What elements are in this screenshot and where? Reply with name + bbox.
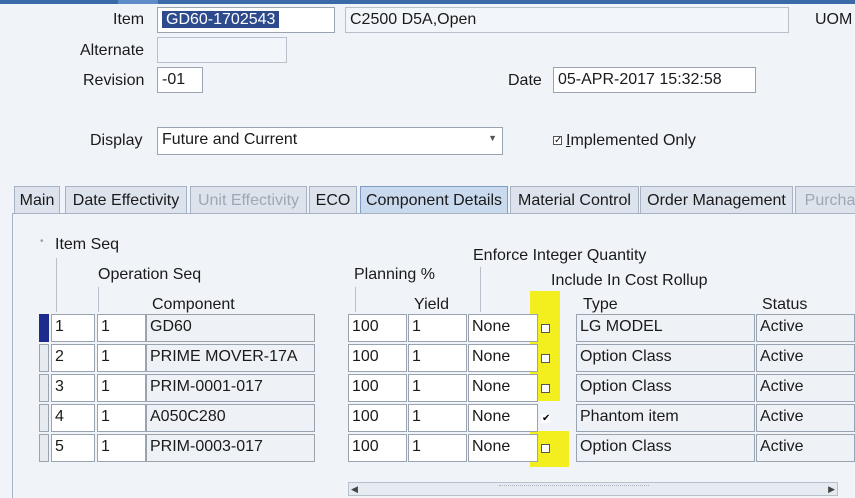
revision-field[interactable]: -01 — [157, 67, 203, 93]
enforce-integer-cell[interactable]: None — [468, 404, 538, 432]
item-seq-cell[interactable]: 3 — [51, 374, 95, 402]
operation-seq-cell[interactable]: 1 — [97, 344, 146, 372]
header-component: Component — [152, 296, 235, 313]
item-value: GD60-1702543 — [162, 11, 280, 28]
yield-cell[interactable]: 1 — [408, 314, 467, 342]
header-type: Type — [583, 296, 618, 313]
enforce-integer-cell[interactable]: None — [468, 374, 538, 402]
scrollbar-thumb[interactable] — [499, 485, 649, 494]
component-cell[interactable]: GD60 — [146, 314, 315, 342]
component-cell[interactable]: PRIME MOVER-17A — [146, 344, 315, 372]
implemented-only-checkbox[interactable]: ✓ — [553, 135, 563, 146]
tab-date-effectivity[interactable]: Date Effectivity — [65, 186, 187, 214]
row-indicator[interactable] — [39, 374, 49, 402]
type-cell[interactable]: Phantom item — [576, 404, 755, 432]
cost-rollup-checkbox[interactable] — [541, 324, 550, 333]
header-planning-pct: Planning % — [354, 266, 435, 283]
planning-pct-cell[interactable]: 100 — [348, 404, 407, 432]
tab-material-control[interactable]: Material Control — [510, 186, 639, 214]
row-indicator[interactable] — [39, 404, 49, 432]
display-label: Display — [90, 132, 143, 149]
header-yield: Yield — [414, 296, 449, 313]
status-cell[interactable]: Active — [756, 434, 855, 462]
display-select[interactable]: Future and Current ▼ — [157, 127, 503, 155]
tab-order-management[interactable]: Order Management — [640, 186, 793, 214]
planning-pct-cell[interactable]: 100 — [348, 344, 407, 372]
item-seq-cell[interactable]: 4 — [51, 404, 95, 432]
type-cell[interactable]: Option Class — [576, 374, 755, 402]
cost-rollup-checkbox[interactable] — [541, 444, 550, 453]
check-icon: ✓ — [554, 135, 563, 146]
yield-cell[interactable]: 1 — [408, 404, 467, 432]
header-bracket-line — [355, 287, 356, 312]
tab-main[interactable]: Main — [14, 186, 60, 214]
yield-cell[interactable]: 1 — [408, 344, 467, 372]
tab-purcha: Purcha — [795, 186, 855, 214]
uom-label: UOM — [815, 11, 853, 28]
type-cell[interactable]: LG MODEL — [576, 314, 755, 342]
cost-rollup-checkbox[interactable]: ✔ — [541, 413, 551, 424]
scroll-right-icon[interactable]: ▶ — [828, 484, 835, 494]
header-enforce-integer-quantity: Enforce Integer Quantity — [473, 247, 647, 264]
item-seq-cell[interactable]: 1 — [51, 314, 95, 342]
enforce-integer-cell[interactable]: None — [468, 434, 538, 462]
operation-seq-cell[interactable]: 1 — [97, 374, 146, 402]
enforce-integer-cell[interactable]: None — [468, 314, 538, 342]
header-item-seq: Item Seq — [55, 236, 120, 253]
header-status: Status — [762, 296, 808, 313]
date-label: Date — [508, 72, 542, 89]
item-seq-cell[interactable]: 5 — [51, 434, 95, 462]
cost-rollup-checkbox[interactable] — [541, 384, 550, 393]
tab-eco[interactable]: ECO — [309, 186, 357, 214]
status-cell[interactable]: Active — [756, 314, 855, 342]
type-cell[interactable]: Option Class — [576, 344, 755, 372]
header-bracket-line — [56, 258, 57, 312]
alternate-field[interactable] — [157, 37, 287, 63]
planning-pct-cell[interactable]: 100 — [348, 314, 407, 342]
component-cell[interactable]: PRIM-0003-017 — [146, 434, 315, 462]
item-field[interactable]: GD60-1702543 — [157, 7, 335, 33]
window-top-strip — [0, 0, 855, 4]
status-cell[interactable]: Active — [756, 404, 855, 432]
header-include-in-cost-rollup: Include In Cost Rollup — [551, 272, 708, 289]
implemented-only-label: Implemented Only — [566, 132, 696, 149]
item-label: Item — [113, 11, 145, 28]
item-description-field[interactable]: C2500 D5A,Open — [345, 7, 789, 33]
component-cell[interactable]: A050C280 — [146, 404, 315, 432]
window-top-strip-tab — [118, 0, 158, 4]
header-bracket-line — [98, 287, 99, 312]
enforce-integer-cell[interactable]: None — [468, 344, 538, 372]
yield-cell[interactable]: 1 — [408, 374, 467, 402]
item-seq-dot: • — [40, 236, 44, 247]
operation-seq-cell[interactable]: 1 — [97, 434, 146, 462]
display-select-value: Future and Current — [162, 131, 298, 148]
scroll-left-icon[interactable]: ◀ — [351, 484, 358, 494]
revision-label: Revision — [83, 72, 145, 89]
status-cell[interactable]: Active — [756, 344, 855, 372]
operation-seq-cell[interactable]: 1 — [97, 404, 146, 432]
planning-pct-cell[interactable]: 100 — [348, 434, 407, 462]
yield-cell[interactable]: 1 — [408, 434, 467, 462]
planning-pct-cell[interactable]: 100 — [348, 374, 407, 402]
alternate-label: Alternate — [80, 42, 145, 59]
row-indicator[interactable] — [39, 434, 49, 462]
component-cell[interactable]: PRIM-0001-017 — [146, 374, 315, 402]
date-field[interactable]: 05-APR-2017 15:32:58 — [553, 67, 756, 93]
horizontal-scrollbar[interactable]: ◀ ▶ — [348, 482, 838, 496]
tab-unit-effectivity: Unit Effectivity — [190, 186, 307, 214]
type-cell[interactable]: Option Class — [576, 434, 755, 462]
item-seq-cell[interactable]: 2 — [51, 344, 95, 372]
operation-seq-cell[interactable]: 1 — [97, 314, 146, 342]
status-cell[interactable]: Active — [756, 374, 855, 402]
row-indicator[interactable] — [39, 344, 49, 372]
row-indicator[interactable] — [39, 314, 49, 342]
cost-rollup-checkbox[interactable] — [541, 354, 550, 363]
check-icon: ✔ — [542, 413, 551, 424]
chevron-down-icon: ▼ — [488, 133, 497, 143]
header-bracket-line — [480, 267, 481, 312]
tab-component-details[interactable]: Component Details — [360, 186, 508, 214]
header-operation-seq: Operation Seq — [98, 266, 202, 283]
